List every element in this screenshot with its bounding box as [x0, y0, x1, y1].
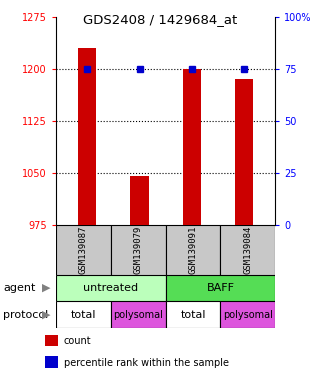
Text: polysomal: polysomal: [113, 310, 163, 320]
Text: BAFF: BAFF: [206, 283, 235, 293]
Bar: [78, 48, 96, 225]
Bar: [111, 301, 166, 328]
Text: GSM139079: GSM139079: [134, 225, 143, 274]
Text: GSM139087: GSM139087: [79, 225, 88, 274]
Text: count: count: [63, 336, 91, 346]
Text: ▶: ▶: [42, 310, 51, 320]
Bar: [220, 301, 275, 328]
Text: GSM139091: GSM139091: [188, 225, 197, 274]
Bar: [45, 334, 58, 346]
Bar: [235, 79, 253, 225]
Text: untreated: untreated: [83, 283, 138, 293]
Text: total: total: [71, 310, 96, 320]
Text: agent: agent: [3, 283, 36, 293]
Bar: [56, 275, 166, 301]
Bar: [166, 301, 220, 328]
Bar: [183, 69, 201, 225]
Text: ▶: ▶: [42, 283, 51, 293]
Text: GSM139084: GSM139084: [243, 225, 252, 274]
Bar: [111, 225, 166, 275]
Text: polysomal: polysomal: [223, 310, 273, 320]
Text: total: total: [180, 310, 206, 320]
Text: protocol: protocol: [3, 310, 48, 320]
Bar: [56, 225, 111, 275]
Text: GDS2408 / 1429684_at: GDS2408 / 1429684_at: [83, 13, 237, 26]
Bar: [56, 301, 111, 328]
Bar: [130, 176, 148, 225]
Bar: [166, 275, 275, 301]
Bar: [166, 225, 220, 275]
Bar: [45, 356, 58, 368]
Bar: [220, 225, 275, 275]
Text: percentile rank within the sample: percentile rank within the sample: [63, 358, 228, 367]
